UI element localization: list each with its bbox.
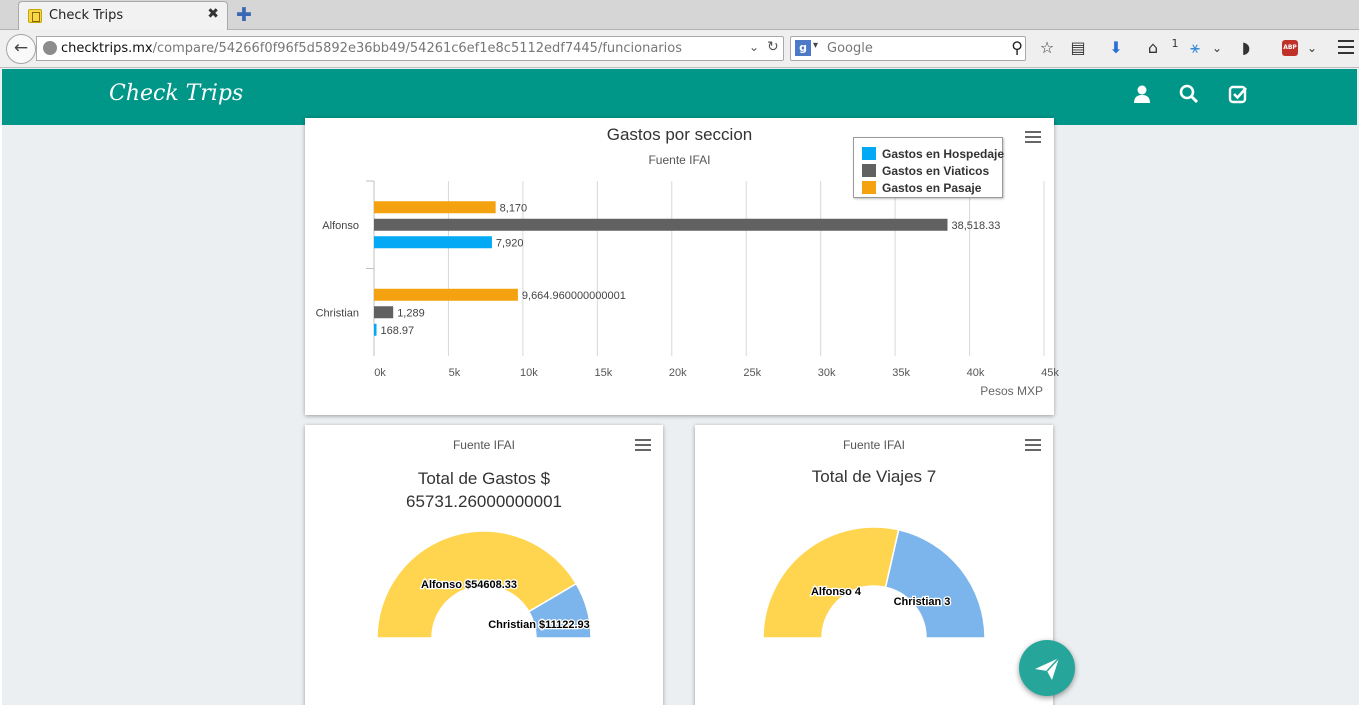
search-bar[interactable]: g ▾ Google ⚲ [790,36,1026,61]
pocket-icon[interactable]: ◗ [1241,38,1251,57]
site-favicon-icon [28,9,42,23]
checklist-icon[interactable] [1225,83,1251,109]
send-fab-button[interactable] [1019,640,1075,696]
adblock-icon[interactable]: ABP [1282,40,1298,56]
browser-tab[interactable]: Check Trips ✖ [18,1,228,30]
browser-tab-strip: Check Trips ✖ ✚ [0,0,1359,30]
search-icon[interactable]: ⚲ [1011,38,1023,57]
close-tab-icon[interactable]: ✖ [207,6,219,22]
bar-chart-subtitle: Fuente IFAI [648,153,711,167]
legend-item-pasaje[interactable]: Gastos en Pasaje [862,177,981,195]
legend-swatch [862,181,876,194]
bookmark-star-icon[interactable]: ☆ [1039,38,1055,57]
legend-label: Gastos en Pasaje [882,180,982,195]
google-engine-icon[interactable]: g [795,40,811,56]
tab-title: Check Trips [49,8,124,23]
home-icon[interactable]: ⌂ [1147,38,1159,57]
gastos-title: Total de Gastos $ 65731.26000000001 [305,467,663,513]
bar-chart-title: Gastos por seccion [606,125,753,144]
url-history-dropdown-icon[interactable]: ⌄ [749,40,760,54]
back-button[interactable]: ← [6,34,36,64]
gastos-subtitle: Fuente IFAI [452,438,516,452]
legend-swatch [862,147,876,160]
extension-badge-count: 1 [1171,37,1179,50]
reload-icon[interactable]: ↻ [767,39,779,55]
legend-item-hospedaje[interactable]: Gastos en Hospedaje [862,143,1004,161]
search-icon[interactable] [1176,83,1202,109]
engine-dropdown-icon[interactable]: ▾ [813,40,819,51]
browser-menu-icon[interactable] [1338,40,1354,54]
legend-swatch [862,164,876,177]
chart-export-menu-icon[interactable] [635,439,651,451]
gastos-title-line1: Total de Gastos $ [417,469,551,488]
adblock-dropdown-icon[interactable]: ⌄ [1306,41,1318,55]
viajes-title: Total de Viajes 7 [811,467,937,486]
network-extension-icon[interactable]: ⚹ [1190,38,1200,57]
globe-icon [43,41,57,55]
legend-label: Gastos en Viaticos [882,163,990,178]
chart-export-menu-icon[interactable] [1025,439,1041,451]
app-logo[interactable]: Check Trips [109,81,244,106]
legend-label: Gastos en Hospedaje [882,146,1005,161]
gastos-title-line2: 65731.26000000001 [406,492,562,511]
chart-legend: Gastos en Hospedaje Gastos en Viaticos G… [853,137,1004,198]
extension-dropdown-icon[interactable]: ⌄ [1211,41,1223,55]
viajes-subtitle: Fuente IFAI [842,438,906,452]
reading-list-icon[interactable]: ▤ [1070,38,1086,57]
left-gutter [0,125,2,705]
url-text[interactable]: checktrips.mx/compare/54266f0f96f5d5892e… [61,41,682,56]
new-tab-icon[interactable]: ✚ [236,4,252,26]
url-path: /compare/54266f0f96f5d5892e36bb49/54261c… [152,41,682,56]
downloads-icon[interactable]: ⬇ [1109,38,1123,57]
url-bar[interactable]: checktrips.mx/compare/54266f0f96f5d5892e… [36,36,784,61]
send-plane-icon [1035,656,1060,680]
user-icon[interactable] [1129,83,1155,109]
app-header: Check Trips [2,69,1357,125]
back-arrow-icon: ← [13,38,29,58]
browser-toolbar: ← checktrips.mx/compare/54266f0f96f5d589… [0,30,1359,68]
search-input[interactable]: Google [827,41,873,56]
legend-item-viaticos[interactable]: Gastos en Viaticos [862,160,989,178]
url-host: checktrips.mx [61,41,153,56]
chart-export-menu-icon[interactable] [1025,131,1041,143]
